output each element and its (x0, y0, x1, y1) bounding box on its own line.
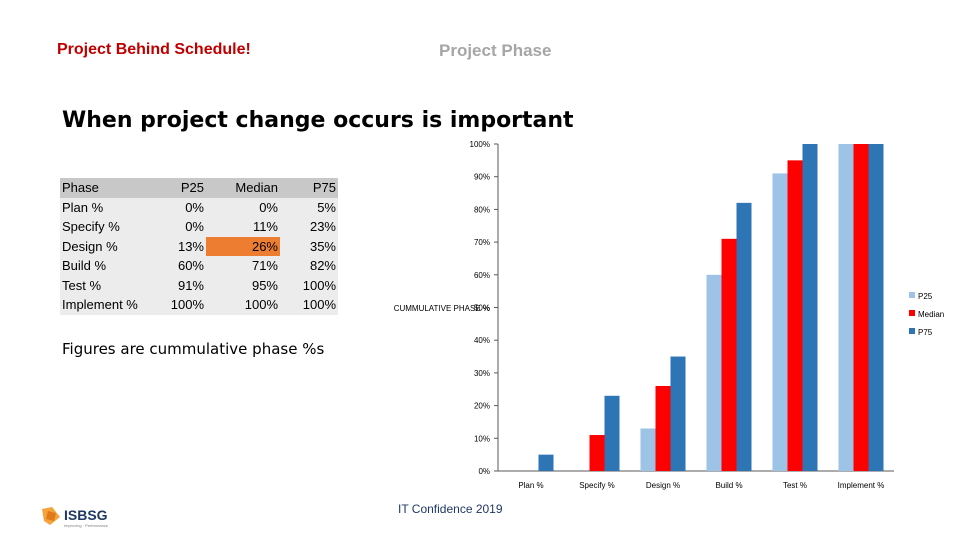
table-cell: 26% (206, 236, 280, 256)
bar-p25-2 (640, 428, 656, 471)
bar-p75-5 (868, 144, 884, 471)
table-cell: Implement % (60, 295, 142, 315)
table-cell: Test % (60, 275, 142, 295)
y-tick-label: 80% (474, 205, 490, 214)
table-cell: 11% (206, 217, 280, 237)
table-cell: 35% (280, 236, 338, 256)
table-header-cell: Median (206, 178, 280, 198)
table-row: Plan % 0% 0% 5% (60, 197, 338, 217)
y-tick-label: 20% (474, 402, 490, 411)
table-cell: 100% (206, 295, 280, 315)
y-tick-label: 10% (474, 434, 490, 443)
isbsg-logo-icon: ISBSG Improving · Performance (42, 507, 109, 528)
bar-p25-5 (838, 144, 854, 471)
legend-label: Median (918, 310, 944, 319)
bar-median-4 (787, 160, 803, 471)
header-left-title: Project Behind Schedule! (57, 41, 251, 58)
bar-p75-2 (670, 356, 686, 471)
footer-text: IT Confidence 2019 (398, 502, 503, 516)
legend-swatch-median (909, 310, 915, 316)
table-cell: 0% (142, 217, 206, 237)
x-tick-label: Implement % (838, 481, 885, 490)
header-right-title: Project Phase (439, 41, 552, 60)
table-cell: 23% (280, 217, 338, 237)
y-axis-label: CUMMULATIVE PHASE % (394, 304, 490, 313)
table-cell: 100% (142, 295, 206, 315)
x-tick-label: Plan % (518, 481, 543, 490)
bar-p75-1 (604, 395, 620, 471)
y-tick-label: 40% (474, 336, 490, 345)
table-cell: 95% (206, 275, 280, 295)
y-tick-label: 0% (478, 467, 490, 476)
bar-median-1 (589, 435, 605, 471)
x-tick-label: Specify % (579, 481, 615, 490)
bar-median-5 (853, 144, 869, 471)
legend-swatch-p25 (909, 292, 915, 298)
table-cell: 0% (206, 197, 280, 217)
logo-text: ISBSG (64, 507, 108, 523)
y-tick-label: 90% (474, 173, 490, 182)
y-tick-label: 60% (474, 271, 490, 280)
bar-p25-4 (772, 173, 788, 471)
x-tick-label: Design % (646, 481, 680, 490)
table-cell: 82% (280, 256, 338, 276)
x-tick-label: Build % (715, 481, 742, 490)
table-header-cell: P25 (142, 178, 206, 198)
legend-swatch-p75 (909, 328, 915, 334)
table-cell: Plan % (60, 197, 142, 217)
table-row: Test % 91% 95% 100% (60, 275, 338, 295)
table-cell: Design % (60, 236, 142, 256)
bar-p75-0 (538, 454, 554, 471)
table-row: Implement % 100% 100% 100% (60, 295, 338, 315)
legend-label: P75 (918, 328, 933, 337)
table-header-row: Phase P25 Median P75 (60, 178, 338, 198)
bar-p75-3 (736, 202, 752, 472)
logo-tagline: Improving · Performance (64, 523, 109, 528)
y-tick-label: 100% (470, 140, 490, 149)
table-cell: 13% (142, 236, 206, 256)
phase-table: Phase P25 Median P75 Plan % 0% 0% 5% Specify % 0%… (60, 178, 338, 315)
bar-median-2 (655, 385, 671, 471)
y-tick-label: 70% (474, 238, 490, 247)
table-cell: 100% (280, 275, 338, 295)
legend-label: P25 (918, 292, 933, 301)
y-tick-label: 50% (474, 304, 490, 313)
table-row: Design % 13% 26% 35% (60, 236, 338, 256)
table-cell: 5% (280, 197, 338, 217)
isbsg-logo: ISBSG Improving · Performance (40, 503, 120, 529)
table-cell: Specify % (60, 217, 142, 237)
y-tick-label: 30% (474, 369, 490, 378)
table-cell: 60% (142, 256, 206, 276)
table-row: Build % 60% 71% 82% (60, 256, 338, 276)
x-tick-label: Test % (783, 481, 807, 490)
table-cell: 71% (206, 256, 280, 276)
figures-note: Figures are cummulative phase %s (62, 340, 325, 358)
table-cell: Build % (60, 256, 142, 276)
table-header-cell: Phase (60, 178, 142, 198)
table-cell: 100% (280, 295, 338, 315)
table-row: Specify % 0% 11% 23% (60, 217, 338, 237)
table-header-cell: P75 (280, 178, 338, 198)
bar-median-3 (721, 238, 737, 471)
bar-p25-3 (706, 274, 722, 471)
table-cell: 91% (142, 275, 206, 295)
table-cell: 0% (142, 197, 206, 217)
bar-p75-4 (802, 144, 818, 471)
slide-title: When project change occurs is important (62, 108, 574, 133)
